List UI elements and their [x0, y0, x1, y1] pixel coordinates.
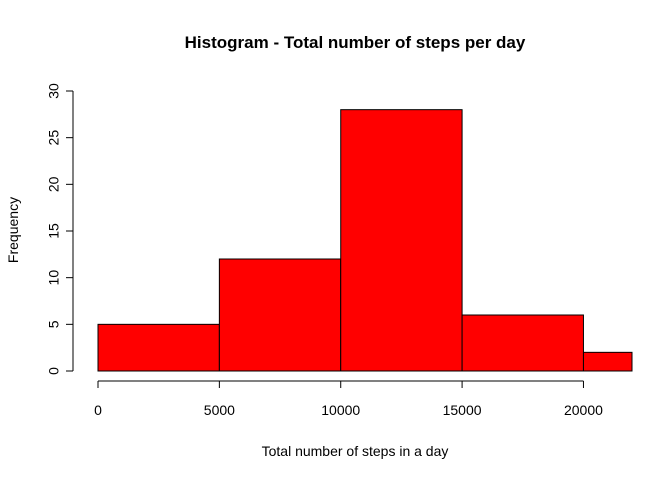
- histogram-bar-2: [340, 109, 463, 372]
- histogram-bar-0: [97, 323, 220, 372]
- y-tick-label-6: 30: [46, 83, 62, 99]
- bars-group: [97, 109, 633, 372]
- x-tick-label-3: 15000: [443, 402, 482, 418]
- y-tick-label-4: 20: [46, 176, 62, 192]
- x-axis-label: Total number of steps in a day: [262, 443, 449, 459]
- y-axis-label: Frequency: [5, 197, 21, 263]
- x-axis: 0 5000 10000 15000 20000: [94, 380, 603, 418]
- histogram-bar-3: [461, 314, 584, 372]
- x-tick-label-0: 0: [94, 402, 102, 418]
- y-tick-label-2: 10: [46, 270, 62, 286]
- y-tick-label-1: 5: [46, 320, 62, 328]
- x-tick-label-4: 20000: [564, 402, 603, 418]
- histogram-bar-1: [218, 258, 342, 372]
- chart-title: Histogram - Total number of steps per da…: [185, 33, 526, 52]
- y-tick-label-0: 0: [46, 367, 62, 375]
- y-tick-label-5: 25: [46, 130, 62, 146]
- histogram-bar-4: [582, 351, 633, 372]
- x-tick-label-1: 5000: [204, 402, 235, 418]
- y-tick-label-3: 15: [46, 223, 62, 239]
- y-axis: 0 5 10 15 20 25 30: [46, 83, 74, 375]
- x-tick-label-2: 10000: [321, 402, 360, 418]
